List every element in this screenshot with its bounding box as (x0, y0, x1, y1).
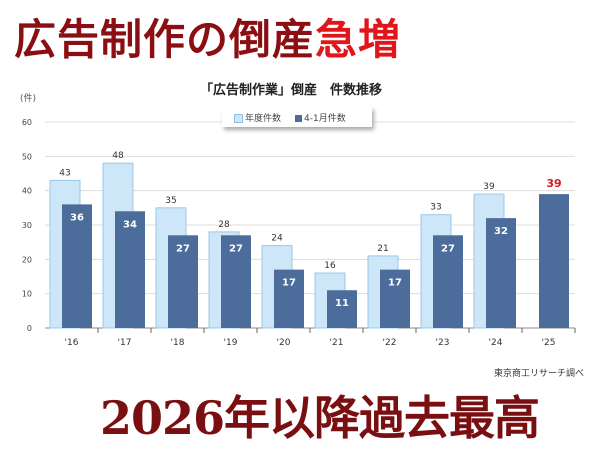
data-label-partial: 32 (494, 226, 508, 237)
legend-label-fiscal: 年度件数 (245, 113, 282, 124)
x-tick-label: '24 (489, 338, 503, 348)
headline-main: 広告制作の倒産 (14, 15, 316, 64)
bar-partial (327, 290, 357, 328)
x-tick-label: '17 (118, 338, 132, 348)
data-label-partial: 27 (176, 243, 190, 254)
y-tick-label: 10 (22, 290, 32, 299)
data-label-fiscal: 28 (218, 220, 230, 230)
x-tick-label: '16 (65, 338, 79, 348)
footline: 2026年以降過去最高 (100, 391, 540, 445)
legend-item-fiscal: 年度件数 (234, 111, 281, 124)
data-label-partial: 11 (335, 298, 349, 309)
legend-swatch-partial (295, 114, 303, 122)
data-label-fiscal: 16 (324, 261, 336, 271)
bar-partial (115, 211, 145, 328)
bar-partial (486, 218, 516, 328)
data-label-fiscal: 43 (59, 168, 70, 178)
y-tick-label: 40 (22, 187, 32, 196)
data-label-partial: 17 (388, 278, 402, 289)
y-tick-label: 60 (22, 118, 32, 127)
data-label-partial: 27 (441, 243, 455, 254)
bar-partial (221, 235, 251, 328)
x-tick-label: '18 (171, 338, 185, 348)
legend-label-partial: 4-1月件数 (304, 113, 346, 124)
y-tick-label: 30 (22, 221, 32, 230)
legend-swatch-fiscal (234, 113, 243, 123)
data-label-partial: 36 (70, 212, 84, 223)
data-label-fiscal: 21 (377, 244, 388, 254)
bar-partial (62, 204, 92, 328)
chart-title: 「広告制作業」倒産 件数推移 (200, 83, 383, 98)
bar-partial (168, 235, 198, 328)
data-label-partial: 27 (229, 243, 243, 254)
data-label-partial: 34 (123, 219, 137, 230)
x-tick-label: '19 (224, 338, 238, 348)
y-tick-label: 20 (22, 255, 32, 264)
x-tick-label: '21 (330, 338, 344, 348)
data-label-partial: 17 (282, 278, 296, 289)
bar-partial (539, 194, 569, 328)
x-tick-label: '22 (383, 338, 397, 348)
data-label-partial: 39 (546, 177, 561, 190)
x-tick-label: '25 (542, 338, 556, 348)
bar-partial (274, 269, 304, 328)
data-label-fiscal: 48 (112, 151, 124, 161)
y-axis-unit: (件) (20, 94, 37, 104)
headline-accent: 急増 (315, 15, 402, 64)
y-tick-label: 0 (27, 324, 32, 333)
legend-item-partial: 4-1月件数 (295, 111, 346, 124)
bar-partial (433, 235, 463, 328)
y-tick-label: 50 (22, 152, 32, 161)
data-label-fiscal: 33 (430, 203, 441, 213)
headline: 広告制作の倒産急増 (14, 6, 401, 67)
data-label-fiscal: 39 (483, 182, 495, 192)
x-tick-label: '23 (436, 338, 450, 348)
bar-partial (380, 269, 410, 328)
data-label-fiscal: 35 (165, 196, 176, 206)
x-tick-label: '20 (277, 338, 291, 348)
source-note: 東京商工リサーチ調べ (494, 369, 585, 379)
legend: 年度件数 4-1月件数 (222, 107, 372, 127)
data-label-fiscal: 24 (271, 234, 283, 244)
